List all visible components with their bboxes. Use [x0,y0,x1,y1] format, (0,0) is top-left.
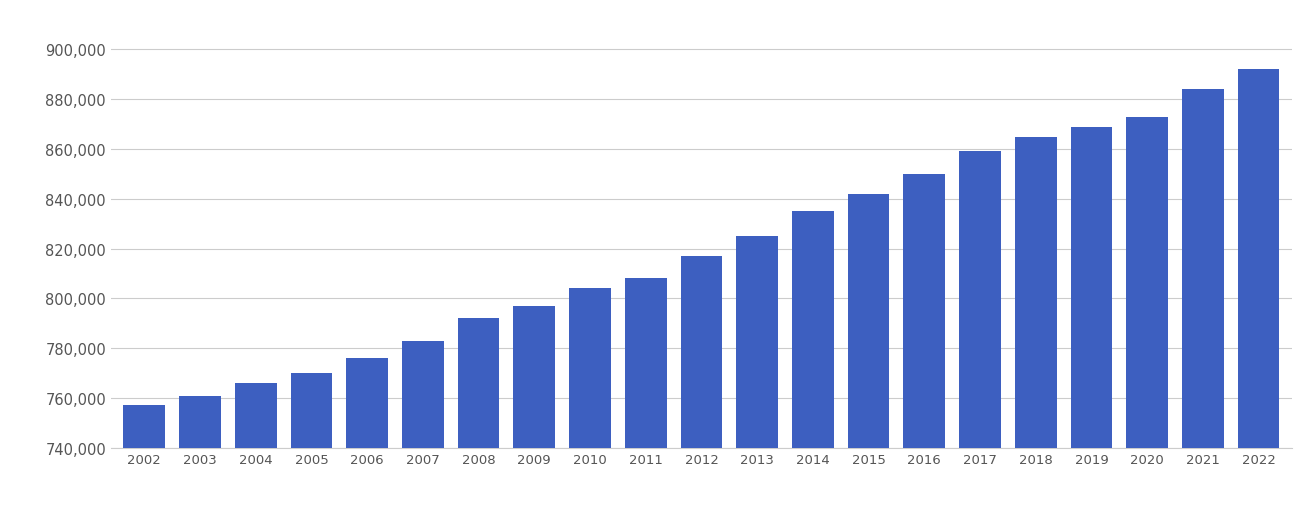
Bar [1237,70,1279,509]
Bar [291,374,333,509]
Bar [848,194,890,509]
Bar [903,175,945,509]
Bar [458,319,500,509]
Bar [736,237,778,509]
Bar [1015,137,1057,509]
Bar [1182,90,1224,509]
Bar [513,306,555,509]
Bar [1070,127,1112,509]
Bar [346,358,388,509]
Bar [402,341,444,509]
Bar [179,395,221,509]
Bar [959,152,1001,509]
Bar [792,212,834,509]
Bar [1126,118,1168,509]
Bar [235,383,277,509]
Bar [625,279,667,509]
Bar [569,289,611,509]
Bar [680,257,723,509]
Bar [124,406,166,509]
